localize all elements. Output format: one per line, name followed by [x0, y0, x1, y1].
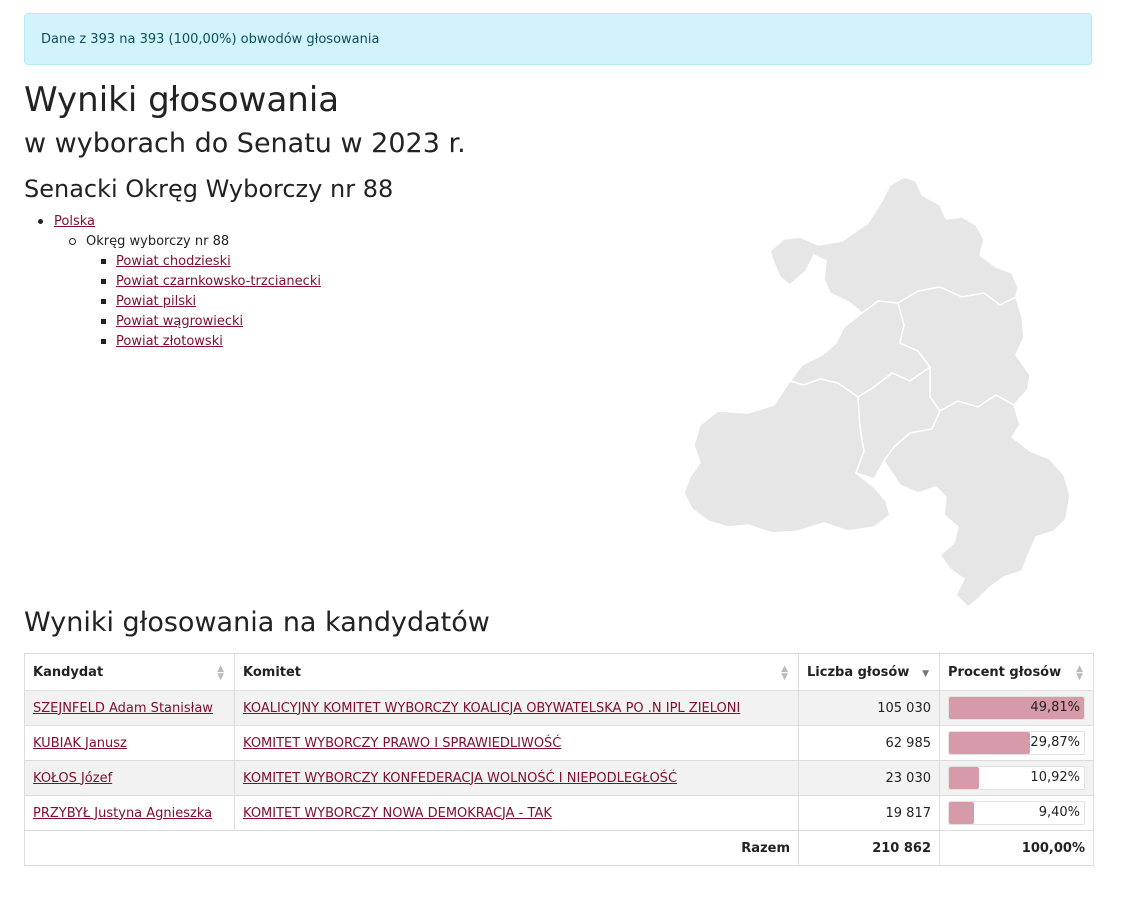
map-region-chodzieski[interactable]: [897, 286, 1031, 412]
sort-icon: ▲ ▼: [217, 664, 224, 682]
map-region-zlotowski[interactable]: [769, 176, 1019, 314]
tree-item-root: Polska: [24, 212, 321, 232]
percent-bar: [949, 732, 1030, 754]
info-alert: Dane z 393 na 393 (100,00%) obwodów głos…: [24, 13, 1092, 65]
total-votes: 210 862: [798, 830, 940, 866]
link-powiat-czarnkowsko-trzcianecki[interactable]: Powiat czarnkowsko-trzcianecki: [116, 274, 321, 289]
percent-bar-track: 10,92%: [948, 766, 1085, 790]
committee-link[interactable]: KOMITET WYBORCZY NOWA DEMOKRACJA - TAK: [243, 805, 552, 821]
district-title: Senacki Okręg Wyborczy nr 88: [24, 175, 394, 203]
percent-cell: 10,92%: [939, 760, 1094, 796]
alert-text: Dane z 393 na 393 (100,00%) obwodów głos…: [41, 31, 380, 47]
percent-bar: [949, 802, 975, 824]
map-region-south[interactable]: [883, 394, 1071, 608]
link-powiat-zlotowski[interactable]: Powiat złotowski: [116, 334, 223, 349]
col-header-percent-label: Procent głosów: [948, 664, 1062, 680]
votes-cell: 105 030: [798, 690, 940, 726]
col-header-candidate[interactable]: Kandydat ▲ ▼: [24, 653, 235, 691]
page-subtitle: w wyborach do Senatu w 2023 r.: [24, 128, 466, 159]
committee-link[interactable]: KOMITET WYBORCZY PRAWO I SPRAWIEDLIWOŚĆ: [243, 735, 562, 751]
link-powiat-pilski[interactable]: Powiat pilski: [116, 294, 197, 309]
candidate-link[interactable]: PRZYBYŁ Justyna Agnieszka: [33, 805, 213, 821]
tree-item-powiat: Powiat pilski: [24, 292, 321, 312]
table-row: KUBIAK Janusz KOMITET WYBORCZY PRAWO I S…: [24, 725, 1094, 761]
total-row: Razem 210 862 100,00%: [24, 830, 1094, 866]
col-header-percent[interactable]: Procent głosów ▲ ▼: [939, 653, 1094, 691]
table-row: KOŁOS Józef KOMITET WYBORCZY KONFEDERACJ…: [24, 760, 1094, 796]
percent-bar: [949, 767, 979, 789]
col-header-candidate-label: Kandydat: [33, 664, 104, 680]
candidate-link[interactable]: KUBIAK Janusz: [33, 735, 127, 751]
candidate-link[interactable]: SZEJNFELD Adam Stanisław: [33, 700, 213, 716]
tree-item-powiat: Powiat złotowski: [24, 332, 321, 352]
percent-value: 9,40%: [1038, 805, 1080, 820]
percent-bar: [949, 697, 1084, 719]
percent-bar-track: 49,81%: [948, 696, 1085, 720]
total-percent: 100,00%: [939, 830, 1094, 866]
total-label: Razem: [24, 830, 799, 866]
percent-value: 10,92%: [1030, 770, 1080, 785]
percent-cell: 29,87%: [939, 725, 1094, 761]
current-district-label: Okręg wyborczy nr 88: [86, 234, 230, 249]
table-header-row: Kandydat ▲ ▼ Komitet ▲ ▼ Liczba głosów ▼ P…: [24, 653, 1094, 691]
percent-value: 49,81%: [1030, 700, 1080, 715]
page-title: Wyniki głosowania: [24, 80, 340, 120]
link-polska[interactable]: Polska: [54, 214, 95, 229]
percent-bar-track: 29,87%: [948, 731, 1085, 755]
committee-link[interactable]: KOMITET WYBORCZY KONFEDERACJA WOLNOŚĆ I …: [243, 770, 678, 786]
tree-item-current: Okręg wyborczy nr 88: [24, 232, 321, 252]
col-header-committee-label: Komitet: [243, 664, 302, 680]
table-row: PRZYBYŁ Justyna Agnieszka KOMITET WYBORC…: [24, 795, 1094, 831]
votes-cell: 62 985: [798, 725, 940, 761]
votes-cell: 23 030: [798, 760, 940, 796]
tree-item-powiat: Powiat wągrowiecki: [24, 312, 321, 332]
votes-cell: 19 817: [798, 795, 940, 831]
results-table: Kandydat ▲ ▼ Komitet ▲ ▼ Liczba głosów ▼ P…: [24, 653, 1094, 866]
col-header-committee[interactable]: Komitet ▲ ▼: [234, 653, 799, 691]
sort-icon: ▲ ▼: [1076, 664, 1083, 682]
link-powiat-wagrowiecki[interactable]: Powiat wągrowiecki: [116, 314, 244, 329]
percent-cell: 9,40%: [939, 795, 1094, 831]
percent-value: 29,87%: [1030, 735, 1080, 750]
col-header-votes-label: Liczba głosów: [807, 664, 910, 680]
percent-bar-track: 9,40%: [948, 801, 1085, 825]
sort-icon: ▲ ▼: [781, 664, 788, 682]
col-header-votes[interactable]: Liczba głosów ▼: [798, 653, 940, 691]
district-map: [683, 176, 1071, 608]
sort-desc-icon: ▼: [922, 669, 929, 679]
tree-item-powiat: Powiat czarnkowsko-trzcianecki: [24, 272, 321, 292]
results-title: Wyniki głosowania na kandydatów: [24, 607, 490, 638]
candidate-link[interactable]: KOŁOS Józef: [33, 770, 113, 786]
percent-cell: 49,81%: [939, 690, 1094, 726]
link-powiat-chodzieski[interactable]: Powiat chodzieski: [116, 254, 231, 269]
table-row: SZEJNFELD Adam Stanisław KOALICYJNY KOMI…: [24, 690, 1094, 726]
committee-link[interactable]: KOALICYJNY KOMITET WYBORCZY KOALICJA OBY…: [243, 700, 741, 716]
region-tree: Polska Okręg wyborczy nr 88 Powiat chodz…: [24, 212, 321, 352]
tree-item-powiat: Powiat chodzieski: [24, 252, 321, 272]
